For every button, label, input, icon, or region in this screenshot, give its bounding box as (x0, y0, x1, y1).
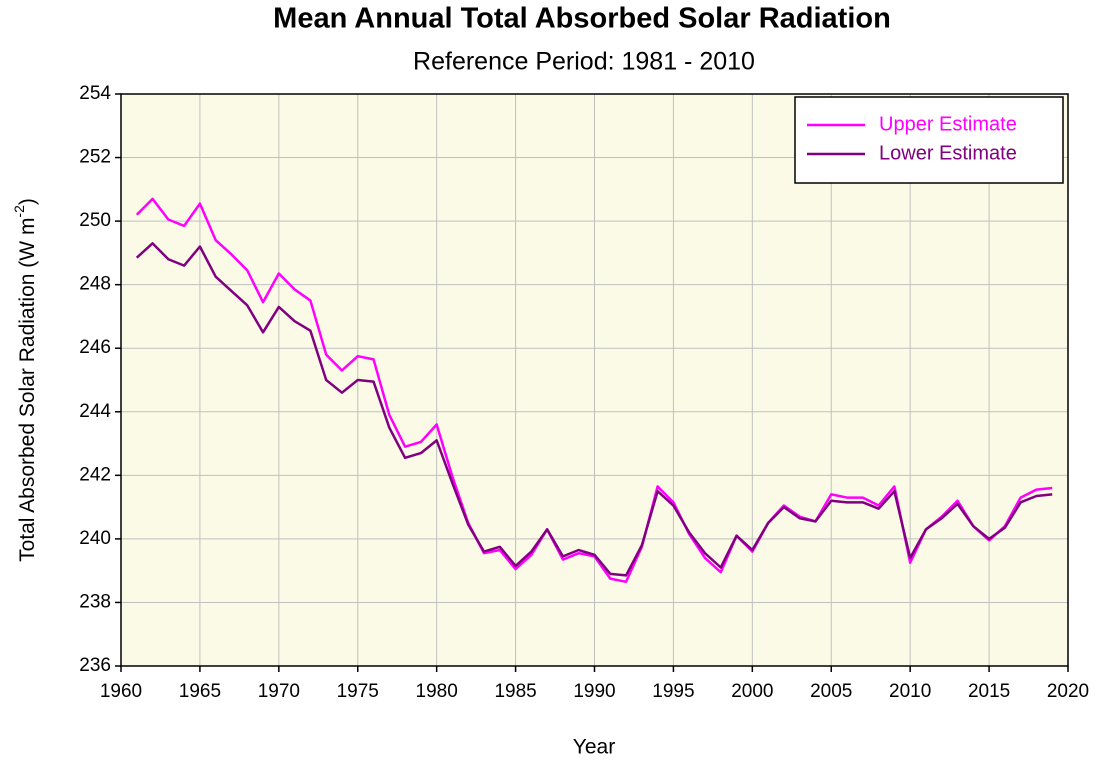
x-tick-label: 2020 (1047, 681, 1089, 702)
x-tick-label: 2005 (810, 681, 852, 702)
y-tick-label: 246 (79, 337, 111, 358)
chart-title: Mean Annual Total Absorbed Solar Radiati… (273, 3, 891, 35)
y-tick-label: 240 (79, 528, 111, 549)
y-tick-label: 236 (79, 655, 111, 676)
y-tick-label: 238 (79, 591, 111, 612)
y-tick-label: 242 (79, 464, 111, 485)
x-tick-label: 2000 (731, 681, 773, 702)
y-tick-label: 248 (79, 274, 111, 295)
legend-box (794, 96, 1064, 184)
x-tick-label: 1995 (652, 681, 694, 702)
x-tick-label: 1970 (258, 681, 300, 702)
legend-label: Upper Estimate (879, 113, 1017, 135)
y-tick-label: 252 (79, 147, 111, 168)
chart-subtitle: Reference Period: 1981 - 2010 (413, 48, 755, 76)
x-tick-label: 1990 (573, 681, 615, 702)
y-tick-label: 254 (79, 83, 111, 104)
x-tick-label: 2015 (968, 681, 1010, 702)
x-tick-label: 1985 (494, 681, 536, 702)
x-tick-label: 1980 (416, 681, 458, 702)
y-axis-label: Total Absorbed Solar Radiation (W m-2) (11, 198, 39, 562)
y-axis-label-text: ) (16, 198, 39, 205)
x-tick-label: 1960 (100, 681, 142, 702)
x-axis-label: Year (573, 736, 615, 759)
y-axis-label-text: Total Absorbed Solar Radiation (W m (16, 218, 39, 562)
data-line (135, 242, 1053, 577)
x-tick-label: 1975 (337, 681, 379, 702)
y-tick-label: 250 (79, 210, 111, 231)
legend-label: Lower Estimate (879, 142, 1017, 164)
x-tick-label: 2010 (889, 681, 931, 702)
y-axis-label-superscript: -2 (11, 205, 27, 218)
x-tick-label: 1965 (179, 681, 221, 702)
y-tick-label: 244 (79, 401, 111, 422)
